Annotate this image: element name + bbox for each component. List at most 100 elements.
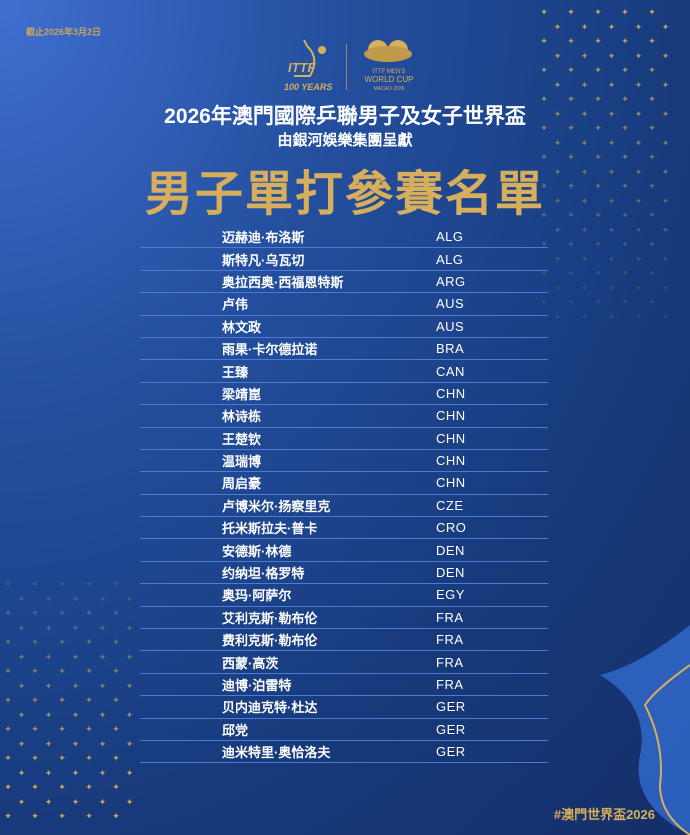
player-row: 西蒙·高茨 FRA xyxy=(140,651,548,674)
player-name: 奥拉西奥·西福恩特斯 xyxy=(222,274,344,290)
star-icon: ✦ xyxy=(607,253,616,264)
country-code: CAN xyxy=(436,363,465,379)
star-icon: ✦ xyxy=(553,224,562,235)
star-icon: ✦ xyxy=(621,7,629,17)
star-icon: ✦ xyxy=(567,297,575,307)
star-icon: ✦ xyxy=(112,724,120,734)
star-icon: ✦ xyxy=(98,738,107,749)
star-icon: ✦ xyxy=(540,297,548,307)
star-icon: ✦ xyxy=(44,651,53,662)
star-icon: ✦ xyxy=(567,181,575,191)
star-icon: ✦ xyxy=(85,666,93,676)
star-icon: ✦ xyxy=(648,36,656,46)
star-icon: ✦ xyxy=(85,753,93,763)
player-row: 邱党 GER xyxy=(140,719,548,741)
star-icon: ✦ xyxy=(580,137,589,148)
star-icon: ✦ xyxy=(580,50,589,61)
star-icon: ✦ xyxy=(648,181,656,191)
star-icon: ✦ xyxy=(125,680,134,691)
star-icon: ✦ xyxy=(661,224,670,235)
star-icon: ✦ xyxy=(125,622,134,633)
star-icon: ✦ xyxy=(31,753,39,763)
star-icon: ✦ xyxy=(44,767,53,778)
star-icon: ✦ xyxy=(553,50,562,61)
star-icon: ✦ xyxy=(634,224,643,235)
player-row: 林诗栋 CHN xyxy=(140,405,548,428)
country-code: CRO xyxy=(436,520,467,536)
star-icon: ✦ xyxy=(621,181,629,191)
logos: ITTF 100 YEARS ITTF MEN'S WORLD CUP MACA… xyxy=(280,36,420,96)
star-icon: ✦ xyxy=(661,253,670,264)
star-icon: ✦ xyxy=(112,753,120,763)
star-icon: ✦ xyxy=(31,579,39,589)
star-icon: ✦ xyxy=(594,65,602,75)
player-row: 王臻 CAN xyxy=(140,360,548,383)
star-icon: ✦ xyxy=(112,579,120,589)
star-icon: ✦ xyxy=(58,637,66,647)
star-icon: ✦ xyxy=(648,152,656,162)
star-icon: ✦ xyxy=(125,738,134,749)
player-name: 雨果·卡尔德拉诺 xyxy=(222,342,318,358)
star-icon: ✦ xyxy=(594,210,602,220)
star-icon: ✦ xyxy=(661,50,670,61)
cutoff-date: 截止2026年3月2日 xyxy=(26,27,102,37)
player-row: 王楚钦 CHN xyxy=(140,428,548,450)
country-code: FRA xyxy=(436,609,464,625)
star-icon: ✦ xyxy=(580,79,589,90)
star-icon: ✦ xyxy=(634,253,643,264)
star-icon: ✦ xyxy=(98,593,107,604)
player-name: 王楚钦 xyxy=(222,431,262,447)
star-icon: ✦ xyxy=(648,123,656,133)
star-icon: ✦ xyxy=(44,796,53,807)
star-icon: ✦ xyxy=(607,166,616,177)
star-icon: ✦ xyxy=(661,311,670,322)
star-icon: ✦ xyxy=(553,79,562,90)
hashtag: #澳門世界盃2026 xyxy=(553,807,655,822)
country-code: CHN xyxy=(436,430,466,446)
star-icon: ✦ xyxy=(58,666,66,676)
star-icon: ✦ xyxy=(661,166,670,177)
country-code: DEN xyxy=(436,542,465,558)
star-icon: ✦ xyxy=(634,282,643,293)
star-icon: ✦ xyxy=(580,253,589,264)
star-icon: ✦ xyxy=(567,268,575,278)
country-code: AUS xyxy=(436,318,465,334)
player-list: 迈赫迪·布洛斯 ALG 斯特凡·乌瓦切 ALG 奥拉西奥·西福恩特斯 ARG 卢伟 AUS 林文… xyxy=(140,226,548,764)
star-icon: ✦ xyxy=(17,651,26,662)
star-icon: ✦ xyxy=(31,782,39,792)
star-icon: ✦ xyxy=(125,651,134,662)
star-icon: ✦ xyxy=(58,782,66,792)
player-row: 林文政 AUS xyxy=(140,316,548,338)
star-icon: ✦ xyxy=(580,224,589,235)
star-icon: ✦ xyxy=(648,65,656,75)
player-row: 约纳坦·格罗特 DEN xyxy=(140,562,548,585)
country-code: CZE xyxy=(436,497,464,513)
star-icon: ✦ xyxy=(634,79,643,90)
star-icon: ✦ xyxy=(125,796,134,807)
svg-text:WORLD CUP: WORLD CUP xyxy=(365,75,414,84)
country-code: AUS xyxy=(436,296,465,312)
star-icon: ✦ xyxy=(567,94,575,104)
star-icon: ✦ xyxy=(58,695,66,705)
star-icon: ✦ xyxy=(594,181,602,191)
player-row: 雨果·卡尔德拉诺 BRA xyxy=(140,338,548,361)
player-row: 费利克斯·勒布伦 FRA xyxy=(140,629,548,652)
event-title: 2026年澳門國際乒聯男子及女子世界盃 xyxy=(164,105,526,128)
star-icon: ✦ xyxy=(540,36,548,46)
star-icon: ✦ xyxy=(85,782,93,792)
star-icon: ✦ xyxy=(540,239,548,249)
country-code: ALG xyxy=(436,229,464,245)
star-icon: ✦ xyxy=(594,94,602,104)
player-row: 奥玛·阿萨尔 EGY xyxy=(140,584,548,607)
star-icon: ✦ xyxy=(98,767,107,778)
star-icon: ✦ xyxy=(594,152,602,162)
star-icon: ✦ xyxy=(540,181,548,191)
star-icon: ✦ xyxy=(634,50,643,61)
star-icon: ✦ xyxy=(580,282,589,293)
player-name: 林诗栋 xyxy=(222,409,262,425)
star-icon: ✦ xyxy=(553,108,562,119)
star-icon: ✦ xyxy=(661,108,670,119)
star-icon: ✦ xyxy=(4,724,12,734)
star-icon: ✦ xyxy=(567,239,575,249)
world-cup-logo: ITTF MEN'S WORLD CUP MACAO 2026 xyxy=(364,40,414,92)
